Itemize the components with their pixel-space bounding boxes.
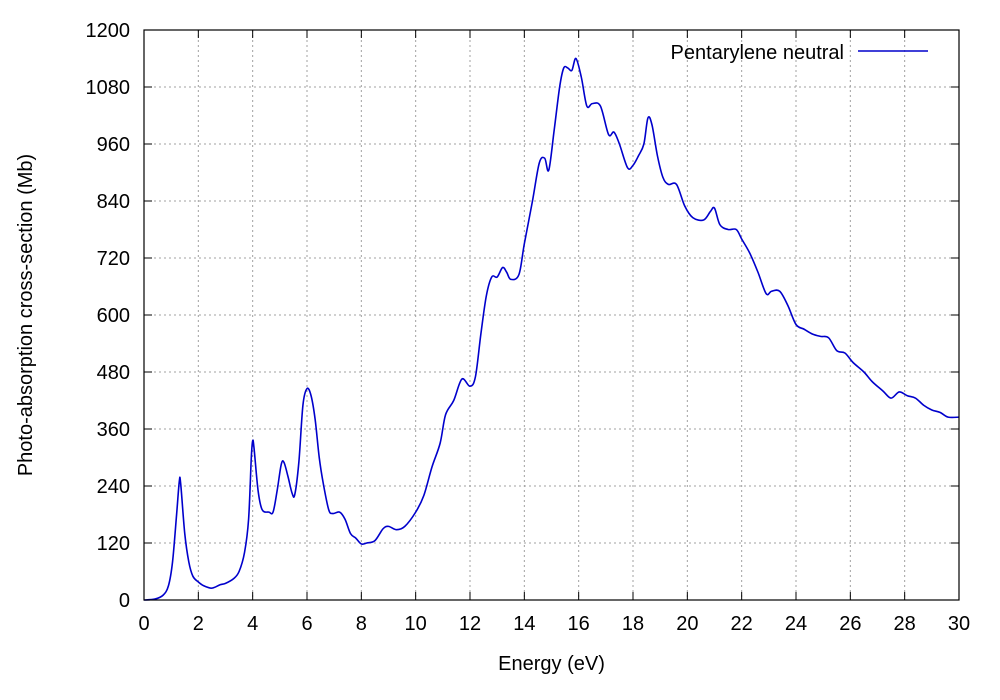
x-tick-label: 20 [676,613,698,635]
legend-label: Pentarylene neutral [671,42,844,64]
axis-ticks [143,29,960,601]
x-tick-label: 8 [356,613,367,635]
y-tick-label: 960 [97,134,130,156]
y-tick-label: 600 [97,305,130,327]
y-tick-labels: 0 120 240 360 480 600 720 840 960 1080 1200 [86,20,131,612]
series-line [143,57,960,601]
x-tick-label: 18 [622,613,644,635]
y-axis-title: Photo-absorption cross-section (Mb) [15,154,37,476]
x-tick-label: 6 [301,613,312,635]
series-layer [143,57,960,601]
legend: Pentarylene neutral [671,42,928,64]
x-tick-label: 16 [568,613,590,635]
plot-frame [143,29,960,601]
y-tick-label: 840 [97,191,130,213]
y-tick-label: 1080 [86,77,131,99]
x-tick-label: 10 [405,613,427,635]
x-tick-label: 28 [894,613,916,635]
x-tick-label: 2 [193,613,204,635]
x-tick-labels: 0 2 4 6 8 10 12 14 16 18 20 22 24 26 28 30 [138,613,970,635]
y-tick-label: 1200 [86,20,131,42]
x-tick-label: 22 [731,613,753,635]
y-tick-label: 480 [97,362,130,384]
x-tick-label: 0 [138,613,149,635]
x-tick-label: 26 [839,613,861,635]
x-tick-label: 12 [459,613,481,635]
x-tick-label: 24 [785,613,807,635]
x-tick-label: 14 [513,613,535,635]
x-tick-label: 30 [948,613,970,635]
y-tick-label: 0 [119,590,130,612]
y-tick-label: 720 [97,248,130,270]
y-tick-label: 360 [97,419,130,441]
x-tick-label: 4 [247,613,258,635]
y-tick-label: 120 [97,533,130,555]
grid-lines [144,30,959,600]
y-tick-label: 240 [97,476,130,498]
x-axis-title: Energy (eV) [498,653,605,675]
